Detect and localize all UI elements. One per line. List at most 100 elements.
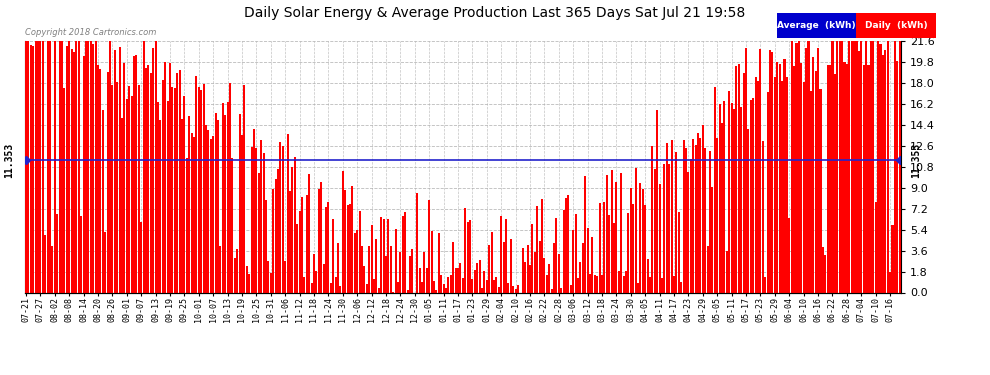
Bar <box>190 133 193 292</box>
Bar <box>829 66 832 292</box>
Bar <box>594 275 596 292</box>
Bar <box>867 65 869 292</box>
Bar <box>733 109 736 292</box>
Bar <box>574 214 576 292</box>
Bar <box>503 242 505 292</box>
Bar <box>373 279 375 292</box>
Bar <box>349 204 351 292</box>
Bar <box>872 37 874 292</box>
Bar <box>779 64 781 292</box>
Bar <box>375 239 377 292</box>
Bar <box>812 57 815 292</box>
Bar <box>154 41 156 292</box>
Bar <box>572 230 574 292</box>
Bar <box>500 216 502 292</box>
Bar <box>299 211 301 292</box>
Bar <box>726 251 728 292</box>
Bar <box>697 134 699 292</box>
Bar <box>666 142 668 292</box>
Bar <box>707 246 709 292</box>
Bar <box>433 281 435 292</box>
Bar <box>111 85 114 292</box>
Bar <box>786 77 788 292</box>
Bar <box>800 63 802 292</box>
Bar <box>675 152 677 292</box>
Bar <box>687 172 689 292</box>
Bar <box>178 70 180 292</box>
Bar <box>505 219 507 292</box>
Bar <box>188 116 190 292</box>
Bar <box>342 171 344 292</box>
Bar <box>436 290 438 292</box>
Bar <box>203 84 205 292</box>
Bar <box>862 65 864 292</box>
Bar <box>333 219 335 292</box>
Bar <box>183 96 185 292</box>
Bar <box>382 219 385 292</box>
Bar <box>47 37 49 292</box>
Bar <box>210 140 212 292</box>
Bar <box>166 101 168 292</box>
Bar <box>793 66 795 292</box>
Bar <box>107 72 109 292</box>
Bar <box>752 98 754 292</box>
Bar <box>527 246 529 292</box>
Bar <box>301 197 303 292</box>
Bar <box>656 110 658 292</box>
Bar <box>454 268 456 292</box>
Bar <box>40 37 42 292</box>
Bar <box>136 54 138 292</box>
Bar <box>764 278 766 292</box>
Bar <box>308 174 310 292</box>
Bar <box>200 90 202 292</box>
Bar <box>145 68 147 292</box>
Bar <box>25 37 27 292</box>
Bar <box>82 56 84 292</box>
Bar <box>159 120 161 292</box>
Bar <box>361 246 363 292</box>
Text: 11.353: 11.353 <box>4 143 14 178</box>
Bar <box>323 264 325 292</box>
Bar <box>205 125 207 292</box>
Bar <box>810 91 812 292</box>
Bar <box>771 52 773 292</box>
Bar <box>498 287 500 292</box>
Bar <box>587 228 589 292</box>
Bar <box>476 263 478 292</box>
Bar <box>474 270 476 292</box>
Bar <box>620 173 623 292</box>
Bar <box>51 246 53 292</box>
Bar <box>875 202 877 292</box>
Bar <box>611 170 613 292</box>
Bar <box>447 277 449 292</box>
Bar <box>303 278 306 292</box>
Bar <box>534 252 536 292</box>
Bar <box>198 87 200 292</box>
Bar <box>291 168 293 292</box>
Bar <box>541 199 544 292</box>
Bar <box>171 87 173 292</box>
Bar <box>445 288 447 292</box>
Bar <box>466 222 468 292</box>
Bar <box>464 207 466 292</box>
Text: Average  (kWh): Average (kWh) <box>777 21 856 30</box>
Bar <box>537 206 539 292</box>
Bar <box>582 243 584 292</box>
Bar <box>424 252 426 292</box>
Bar <box>272 189 274 292</box>
Bar <box>262 153 264 292</box>
Bar <box>246 266 248 292</box>
Bar <box>508 283 510 292</box>
Bar <box>234 258 236 292</box>
Bar <box>284 261 286 292</box>
Bar <box>212 136 214 292</box>
Bar <box>109 37 111 292</box>
Bar <box>879 44 881 292</box>
Bar <box>220 246 222 292</box>
Bar <box>457 268 459 292</box>
Bar <box>623 276 625 292</box>
Bar <box>692 139 694 292</box>
Bar <box>515 289 517 292</box>
Bar <box>328 202 330 292</box>
Bar <box>73 52 75 292</box>
